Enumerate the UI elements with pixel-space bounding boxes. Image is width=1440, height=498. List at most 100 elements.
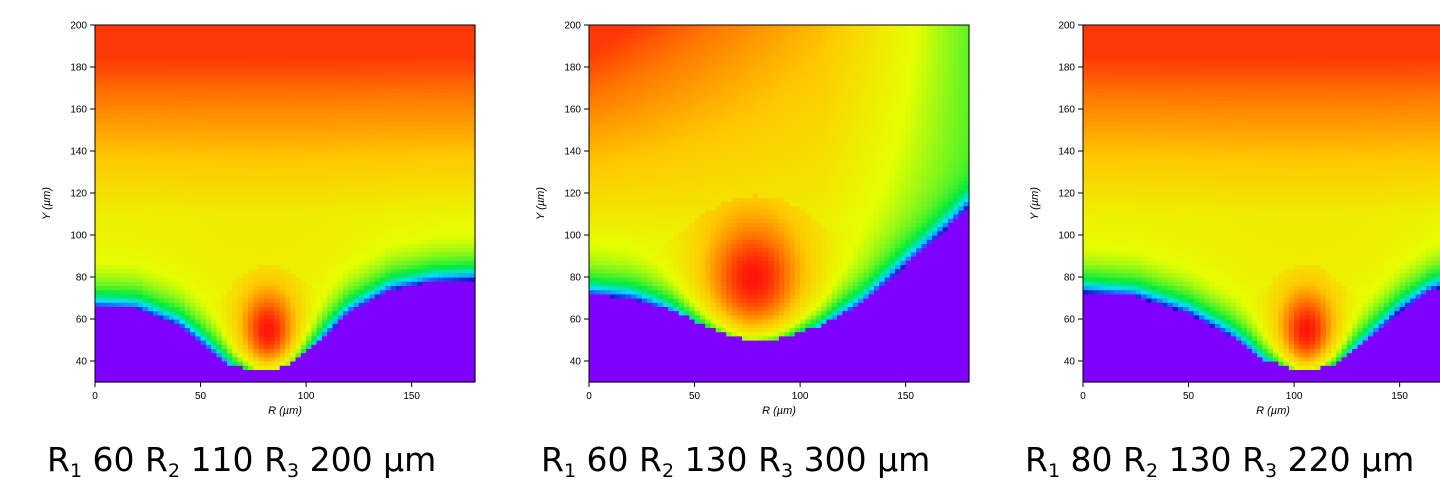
heatmap-cell xyxy=(258,289,265,295)
heatmap-cell xyxy=(369,62,376,68)
heatmap-cell xyxy=(390,58,397,64)
heatmap-cell xyxy=(327,272,334,278)
heatmap-cell xyxy=(300,138,307,144)
heatmap-cell xyxy=(179,142,186,148)
heatmap-cell xyxy=(348,365,355,370)
heatmap-cell xyxy=(126,264,133,270)
heatmap-cell xyxy=(274,142,281,148)
heatmap-cell xyxy=(131,298,138,303)
heatmap-cell xyxy=(95,58,101,64)
heatmap-cell xyxy=(285,373,291,379)
heatmap-cell xyxy=(100,92,107,97)
heatmap-cell xyxy=(95,331,101,337)
heatmap-cell xyxy=(110,260,117,265)
heatmap-cell xyxy=(279,214,286,219)
heatmap-cell xyxy=(316,71,323,76)
heatmap-cell xyxy=(258,230,265,236)
heatmap-cell xyxy=(195,37,202,43)
heatmap-cell xyxy=(126,142,133,148)
heatmap-cell xyxy=(380,117,386,123)
heatmap-cell xyxy=(380,75,386,81)
heatmap-cell xyxy=(137,201,144,207)
heatmap-cell xyxy=(385,37,392,43)
heatmap-cell xyxy=(327,306,334,312)
heatmap-cell xyxy=(200,344,207,349)
heatmap-cell xyxy=(242,184,249,190)
heatmap-cell xyxy=(274,365,281,370)
heatmap-cell xyxy=(248,272,254,278)
heatmap-cell xyxy=(100,352,107,358)
heatmap-cell xyxy=(321,335,328,341)
heatmap-cell xyxy=(190,163,196,169)
heatmap-cell xyxy=(332,33,339,39)
heatmap-cell xyxy=(258,327,265,333)
heatmap-cell xyxy=(142,344,149,349)
heatmap-cell xyxy=(184,277,191,282)
heatmap-cell xyxy=(158,104,165,110)
heatmap-cell xyxy=(358,293,365,299)
heatmap-cell xyxy=(332,365,339,370)
heatmap-cell xyxy=(321,92,328,97)
heatmap-cell xyxy=(100,159,107,165)
heatmap-cell xyxy=(290,377,297,383)
heatmap-cell xyxy=(290,327,297,333)
heatmap-cell xyxy=(253,264,260,270)
heatmap-cell xyxy=(332,142,339,148)
heatmap-cell xyxy=(343,256,349,261)
heatmap-cell xyxy=(364,222,371,228)
heatmap-cell xyxy=(258,155,265,160)
heatmap-cell xyxy=(385,125,392,131)
heatmap-cell xyxy=(158,377,165,383)
heatmap-cell xyxy=(179,230,186,236)
heatmap-cell xyxy=(279,302,286,307)
heatmap-cell xyxy=(174,352,181,358)
heatmap-cell xyxy=(279,193,286,198)
heatmap-cell xyxy=(327,130,334,135)
heatmap-cell xyxy=(126,365,133,370)
heatmap-cell xyxy=(385,293,392,299)
heatmap-cell xyxy=(327,235,334,240)
heatmap-cell xyxy=(385,340,392,345)
heatmap-cell xyxy=(237,159,244,165)
heatmap-cell xyxy=(374,369,381,375)
heatmap-cell xyxy=(401,352,407,358)
heatmap-cell xyxy=(190,226,196,232)
heatmap-cell xyxy=(395,344,402,349)
heatmap-cell xyxy=(105,260,112,265)
heatmap-cell xyxy=(380,319,386,324)
heatmap-cell xyxy=(385,138,392,144)
heatmap-cell xyxy=(274,348,281,354)
heatmap-cell xyxy=(211,88,217,93)
heatmap-cell xyxy=(343,100,349,106)
heatmap-cell xyxy=(200,214,207,219)
heatmap-cell xyxy=(321,184,328,190)
heatmap-cell xyxy=(184,109,191,114)
heatmap-cell xyxy=(211,96,217,102)
heatmap-cell xyxy=(131,235,138,240)
heatmap-cell xyxy=(195,298,202,303)
heatmap-cell xyxy=(253,104,260,110)
heatmap-cell xyxy=(168,373,175,379)
heatmap-cell xyxy=(395,289,402,295)
heatmap-cell xyxy=(290,268,297,274)
heatmap-cell xyxy=(116,239,122,244)
heatmap-cell xyxy=(364,25,371,30)
heatmap-cell xyxy=(221,188,228,194)
heatmap-cell xyxy=(364,197,371,202)
heatmap-cell xyxy=(158,79,165,85)
heatmap-cell xyxy=(184,62,191,68)
heatmap-cell xyxy=(348,222,355,228)
heatmap-cell xyxy=(221,25,228,30)
heatmap-cell xyxy=(95,230,101,236)
heatmap-cell xyxy=(285,361,291,366)
heatmap-cell xyxy=(269,369,276,375)
heatmap-cell xyxy=(131,142,138,148)
heatmap-cell xyxy=(279,323,286,328)
heatmap-cell xyxy=(353,277,360,282)
heatmap-cell xyxy=(380,285,386,291)
heatmap-cell xyxy=(232,298,239,303)
heatmap-cell xyxy=(237,83,244,89)
heatmap-cell xyxy=(279,348,286,354)
heatmap-cell xyxy=(221,41,228,47)
heatmap-cell xyxy=(190,180,196,186)
